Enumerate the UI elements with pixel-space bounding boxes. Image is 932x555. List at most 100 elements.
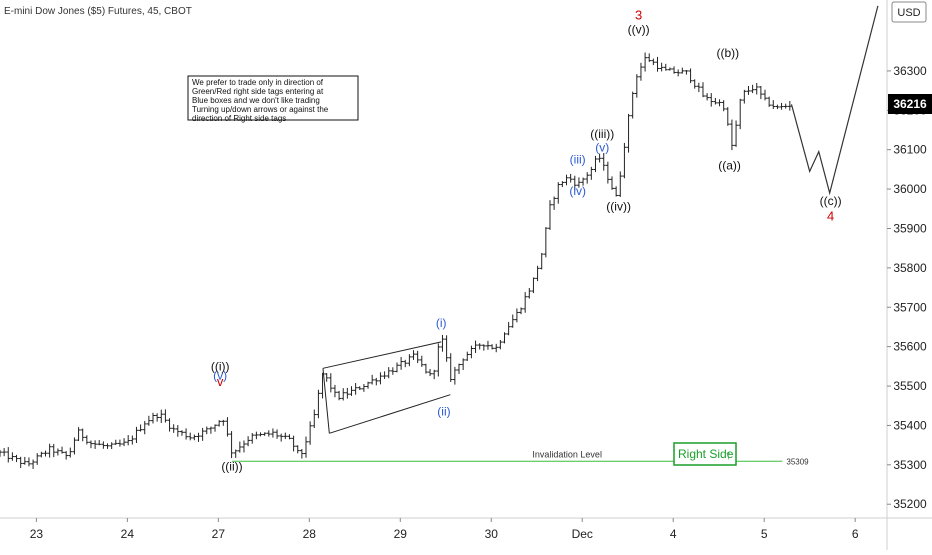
note-border [187, 75, 359, 121]
ohlc-bar [196, 432, 201, 442]
wave-label: ((v)) [628, 22, 650, 36]
x-tick-label: 30 [485, 527, 499, 541]
ohlc-bar [97, 440, 102, 446]
ohlc-bar [581, 177, 586, 186]
ohlc-bar [22, 456, 27, 465]
ohlc-bar [68, 447, 73, 458]
ohlc-bar [134, 426, 139, 444]
ohlc-bar [572, 175, 577, 191]
triangle-lower-line [329, 394, 451, 434]
ohlc-bar [200, 427, 205, 441]
ohlc-bar [93, 440, 98, 449]
ohlc-bar [610, 176, 615, 190]
right-side-tag-arrow: ↑ [725, 447, 732, 462]
ohlc-bar [184, 428, 189, 440]
ohlc-bar [729, 119, 734, 151]
ohlc-bar [655, 56, 660, 72]
ohlc-bar [498, 339, 503, 350]
note-line: We prefer to trade only in direction of [192, 78, 324, 87]
ohlc-bar [361, 384, 366, 392]
ohlc-bar [535, 265, 540, 282]
ohlc-bar [31, 459, 36, 469]
x-tick-label: 28 [303, 527, 317, 541]
ohlc-bar [738, 98, 743, 130]
ohlc-bar [684, 70, 689, 75]
triangle-upper-line [322, 341, 442, 369]
ohlc-bar [638, 62, 643, 81]
wave-label: ((b)) [716, 46, 739, 60]
ohlc-bar [444, 335, 449, 362]
note-line: direction of Right side tags [192, 114, 286, 123]
ohlc-bar [407, 354, 412, 367]
ohlc-bar [750, 84, 755, 94]
ohlc-bar [386, 367, 391, 379]
x-tick-label: 4 [670, 527, 677, 541]
ohlc-bar [353, 383, 358, 395]
ohlc-bar [688, 68, 693, 84]
right-side-tag-label: Right Side [678, 447, 734, 461]
y-tick-label: 35200 [893, 497, 927, 511]
ohlc-bar [767, 96, 772, 107]
ohlc-bar [349, 386, 354, 396]
ohlc-bar [415, 350, 420, 364]
invalidation-value: 35309 [786, 457, 809, 466]
ohlc-bar [18, 456, 23, 468]
ohlc-bar [680, 67, 685, 74]
ohlc-bar [436, 343, 441, 377]
ohlc-bar [341, 388, 346, 401]
wave-label: ((a)) [718, 158, 741, 172]
ohlc-bar [266, 430, 271, 437]
ohlc-bar [531, 277, 536, 294]
ohlc-bar [423, 363, 428, 374]
x-tick-label: 6 [852, 527, 859, 541]
ohlc-bar [506, 321, 511, 336]
ohlc-bar [130, 435, 135, 445]
y-tick-label: 36100 [893, 143, 927, 157]
ohlc-bar [229, 431, 234, 459]
last-price-value: 36216 [893, 97, 927, 111]
ohlc-bar [0, 449, 2, 457]
ohlc-bar [585, 172, 590, 184]
wave-label: (i) [436, 316, 447, 330]
ohlc-bar [304, 436, 309, 458]
y-tick-label: 36000 [893, 182, 927, 196]
ohlc-bar [452, 366, 457, 385]
ohlc-bar [80, 428, 85, 442]
ohlc-bar [614, 186, 619, 197]
ohlc-bar [291, 435, 296, 452]
ohlc-bar [568, 173, 573, 183]
wave-labels: ((i))(v)v((ii))(i)(ii)(iii)(iv)((iii))(v… [211, 8, 842, 474]
ohlc-bar [411, 350, 416, 360]
ohlc-bar [523, 292, 528, 313]
ohlc-bar [64, 451, 69, 460]
ohlc-bar [651, 58, 656, 66]
ohlc-bar [547, 200, 552, 230]
note-line: Blue boxes and we don't like trading [192, 96, 320, 105]
ohlc-bar [345, 387, 350, 399]
ohlc-bar [705, 93, 710, 101]
wave-label: (iv) [569, 184, 586, 198]
ohlc-bar [742, 89, 747, 104]
wave-label: (v) [213, 368, 227, 382]
ohlc-bar [146, 415, 151, 426]
ohlc-bar [204, 426, 209, 435]
ohlc-bar [283, 432, 288, 440]
ohlc-bar [237, 441, 242, 453]
ohlc-bar [171, 424, 176, 433]
ohlc-bar [84, 435, 89, 445]
note-line: Turning up/down arrows or against the [192, 105, 329, 114]
ohlc-bar [159, 409, 164, 424]
last-price-tag: 36216 [888, 93, 932, 114]
ohlc-bar [275, 429, 280, 439]
currency-box: USD [891, 1, 927, 23]
ohlc-bar [552, 196, 557, 210]
x-tick-label: 23 [30, 527, 44, 541]
ohlc-bar [539, 252, 544, 270]
y-tick-label: 35900 [893, 221, 927, 235]
ohlc-bar [428, 368, 433, 377]
y-tick-label: 35500 [893, 379, 927, 393]
ohlc-bar [461, 358, 466, 371]
ohlc-bar [659, 62, 664, 72]
ohlc-bar [188, 432, 193, 441]
